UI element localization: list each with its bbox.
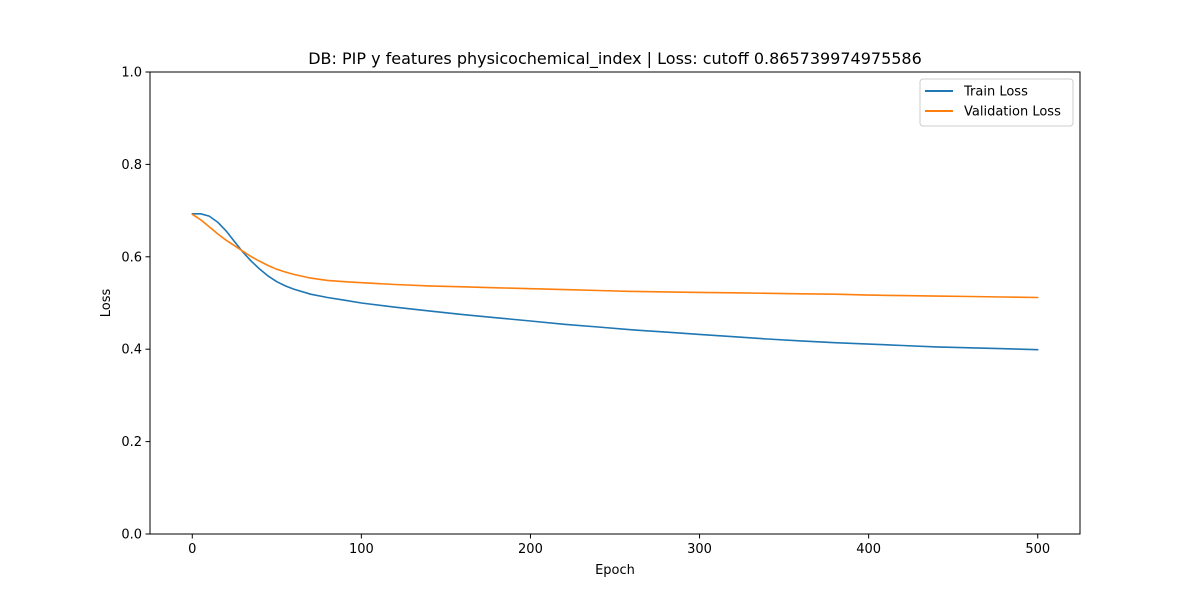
chart-title: DB: PIP y features physicochemical_index… xyxy=(308,49,922,69)
y-tick-label: 0.4 xyxy=(121,343,142,358)
series-layer xyxy=(191,213,1039,351)
legend-label-validation-loss: Validation Loss xyxy=(964,105,1061,120)
y-axis-label: Loss xyxy=(99,289,114,318)
x-axis: 0 100 200 300 400 500 xyxy=(188,534,1050,557)
y-tick-label: 1.0 xyxy=(121,66,142,81)
plot-frame xyxy=(149,71,1081,535)
y-axis: 0.0 0.2 0.4 0.6 0.8 1.0 xyxy=(121,66,150,543)
y-tick-label: 0.8 xyxy=(121,158,142,173)
x-tick-label: 0 xyxy=(188,542,196,557)
x-tick-label: 200 xyxy=(518,542,543,557)
x-axis-label: Epoch xyxy=(595,563,635,578)
legend: Train Loss Validation Loss xyxy=(919,78,1074,127)
series-line-validation-loss xyxy=(191,213,1039,299)
y-tick-label: 0.0 xyxy=(121,528,142,543)
legend-box xyxy=(919,78,1074,127)
y-tick-label: 0.6 xyxy=(121,250,142,265)
y-tick-label: 0.2 xyxy=(121,435,142,450)
legend-label-train-loss: Train Loss xyxy=(963,85,1028,100)
x-tick-label: 300 xyxy=(687,542,712,557)
x-tick-label: 100 xyxy=(349,542,374,557)
x-tick-label: 500 xyxy=(1025,542,1050,557)
x-tick-label: 400 xyxy=(856,542,881,557)
